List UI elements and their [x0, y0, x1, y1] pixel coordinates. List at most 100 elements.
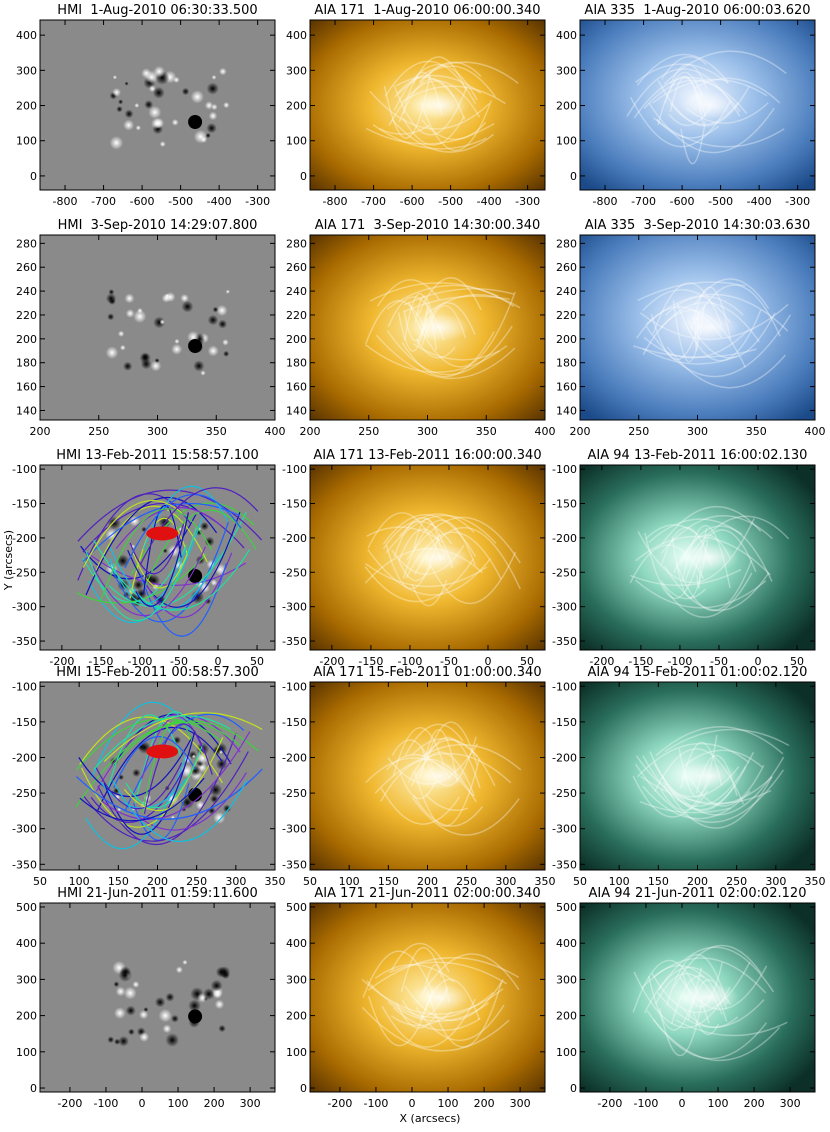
- magnetic-spot: [153, 65, 166, 78]
- y-tick-label: -100: [12, 680, 37, 693]
- x-tick-label: -150: [628, 655, 653, 668]
- y-tick-label: 0: [300, 1082, 307, 1095]
- x-tick-label: -300: [515, 195, 540, 208]
- x-tick-label: -700: [91, 195, 116, 208]
- y-tick-label: 0: [30, 170, 37, 183]
- magnetic-spot: [112, 87, 122, 97]
- y-tick-label: 140: [556, 404, 577, 417]
- solar-image: [310, 682, 545, 870]
- y-tick-label: 400: [286, 937, 307, 950]
- coronal-loop: [666, 346, 786, 389]
- coronal-loop: [417, 277, 482, 317]
- x-tick-label: 50: [303, 875, 317, 888]
- x-tick-label: 0: [139, 1097, 146, 1110]
- field-line: [139, 562, 228, 637]
- coronal-loop: [643, 329, 750, 359]
- x-tick-label: 300: [510, 1097, 531, 1110]
- x-tick-label: 350: [746, 425, 767, 438]
- coronal-loop: [426, 981, 503, 1048]
- y-tick-label: 0: [570, 170, 577, 183]
- coronal-loop: [381, 998, 476, 1048]
- x-tick-label: 350: [535, 875, 556, 888]
- coronal-loop: [664, 295, 744, 316]
- plot-frame: [309, 902, 546, 1093]
- x-tick-label: 50: [573, 875, 587, 888]
- coronal-loop: [663, 565, 770, 612]
- coronal-loop: [661, 572, 753, 618]
- coronal-loop: [375, 334, 516, 379]
- field-line: [112, 780, 248, 843]
- panel: AIA 171 1-Aug-2010 06:00:00.340 -800 -700 -…: [286, 3, 546, 208]
- bright-core: [679, 313, 740, 342]
- x-tick-label: 100: [708, 1097, 729, 1110]
- y-tick-label: 200: [556, 100, 577, 113]
- sunspot: [188, 787, 203, 802]
- x-tick-label: -600: [400, 195, 425, 208]
- coronal-loop: [391, 119, 495, 153]
- x-tick-label: -200: [57, 1097, 82, 1110]
- x-tick-label: 150: [378, 875, 399, 888]
- y-tick-label: -100: [552, 463, 577, 476]
- x-tick-label: -200: [327, 1097, 352, 1110]
- magnetic-spot: [139, 1010, 149, 1020]
- y-tick-label: 200: [16, 1010, 37, 1023]
- magnetic-spot: [150, 360, 162, 372]
- magnetic-spot: [123, 986, 137, 1000]
- coronal-loop: [361, 978, 504, 1015]
- field-line: [131, 772, 247, 831]
- y-tick-label: -150: [552, 716, 577, 729]
- coronal-loop: [629, 96, 732, 148]
- magnetogram-bg: [40, 682, 275, 870]
- coronal-loop: [391, 739, 435, 770]
- y-tick-label: -200: [552, 751, 577, 764]
- coronal-loop: [637, 517, 756, 584]
- magnetic-spot: [165, 992, 175, 1002]
- coronal-loop: [374, 752, 512, 794]
- x-tick-label: 400: [805, 425, 826, 438]
- x-tick-label: -400: [477, 195, 502, 208]
- magnetic-spot: [171, 118, 179, 126]
- coronal-loop: [366, 526, 444, 543]
- coronal-loop: [364, 558, 475, 603]
- magnetic-spot: [223, 101, 230, 109]
- field-line: [82, 499, 183, 568]
- field-line: [113, 736, 196, 789]
- x-tick-label: 100: [438, 1097, 459, 1110]
- coronal-loop: [418, 65, 496, 98]
- coronal-loop: [653, 756, 785, 816]
- magnetic-spot: [162, 1024, 172, 1034]
- coronal-loop: [367, 988, 434, 1047]
- solar-image: [40, 465, 275, 650]
- panel-title: AIA 171 15-Feb-2011 01:00:00.340: [313, 665, 541, 680]
- magnetic-spot: [148, 85, 156, 93]
- y-tick-label: 140: [16, 404, 37, 417]
- magnetic-spot: [200, 136, 208, 143]
- y-tick-label: -300: [552, 601, 577, 614]
- coronal-loop: [392, 1007, 481, 1031]
- bright-core: [409, 762, 470, 790]
- magnetic-spot: [219, 67, 227, 76]
- y-tick-label: 260: [556, 261, 577, 274]
- coronal-loop: [394, 76, 455, 98]
- magnetic-spot: [188, 999, 201, 1013]
- coronal-loop: [388, 80, 481, 126]
- panel-title: AIA 94 21-Jun-2011 02:00:02.120: [589, 886, 807, 901]
- y-tick-label: 220: [286, 309, 307, 322]
- magnetic-spot: [107, 313, 115, 321]
- y-tick-label: -100: [12, 463, 37, 476]
- field-line: [84, 550, 247, 586]
- magnetic-spot: [116, 105, 123, 113]
- coronal-loop: [395, 1002, 437, 1029]
- x-tick-label: 200: [204, 1097, 225, 1110]
- panel: AIA 335 1-Aug-2010 06:00:03.620 -800 -700 -…: [556, 3, 816, 208]
- magnetogram-bg: [40, 20, 275, 190]
- plot-frame: [39, 19, 276, 191]
- field-line: [82, 544, 187, 603]
- coronal-loop: [657, 946, 775, 993]
- coronal-loop: [380, 787, 461, 825]
- x-tick-label: 400: [265, 425, 286, 438]
- coronal-loop: [661, 776, 736, 811]
- coronal-loop: [645, 314, 792, 378]
- y-tick-label: -350: [552, 635, 577, 648]
- magnetic-spot: [174, 338, 180, 344]
